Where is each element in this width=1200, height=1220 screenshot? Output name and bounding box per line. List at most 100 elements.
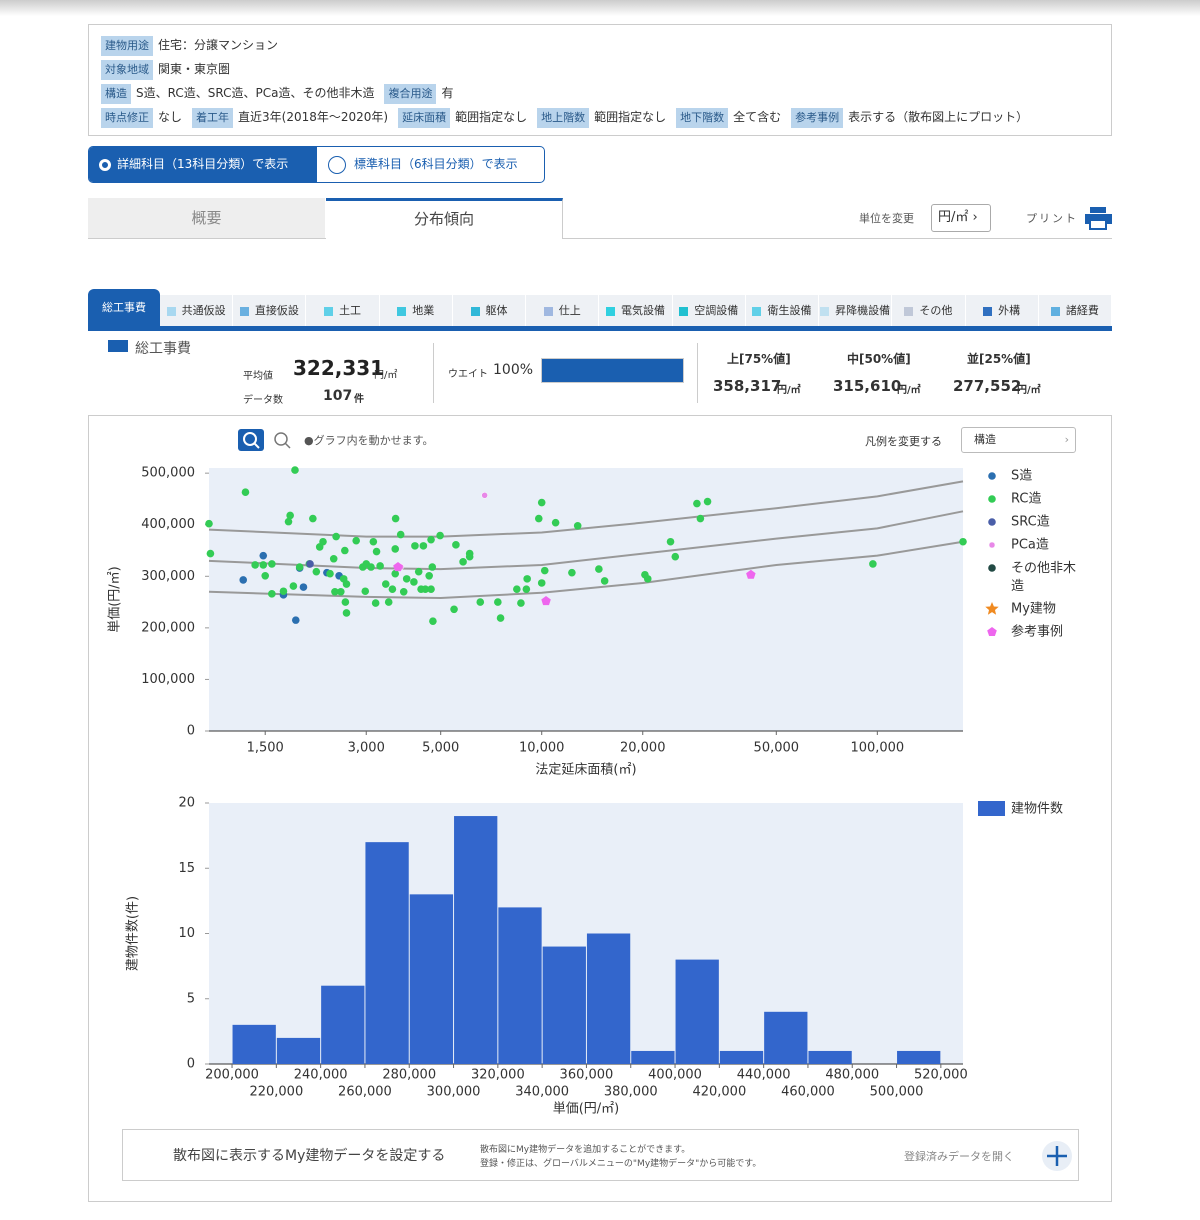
cost-tab-swatch xyxy=(1050,306,1060,316)
tab[interactable]: 概要 xyxy=(88,198,325,239)
cost-tab[interactable]: 空調設備 xyxy=(672,295,745,326)
cost-tab-label: 共通仮設 xyxy=(181,304,226,317)
legend-marker xyxy=(988,541,996,549)
cost-tab-swatch xyxy=(904,306,914,316)
cost-tab-active[interactable]: 総工事費 xyxy=(88,289,160,326)
point xyxy=(746,569,756,579)
print-label[interactable]: プリント xyxy=(1026,212,1078,225)
x-tick-label: 520,000 xyxy=(914,1068,968,1083)
x-tick-label: 400,000 xyxy=(648,1068,702,1083)
filter-value: S造、RC造、SRC造、PCa造、その他非木造 xyxy=(136,86,375,100)
point xyxy=(371,599,380,607)
x-tick-label: 380,000 xyxy=(604,1085,658,1100)
trend-line xyxy=(208,540,964,599)
legend-label: 建物件数 xyxy=(1011,802,1063,817)
cost-tab-swatch xyxy=(679,306,689,316)
point xyxy=(205,519,213,528)
point xyxy=(411,542,419,550)
add-button[interactable] xyxy=(1041,1140,1073,1172)
y-tick-label: 300,000 xyxy=(141,569,195,584)
toggle-standard[interactable]: 標準科目（6科目分類）で表示 xyxy=(318,147,544,182)
zoom-icons[interactable] xyxy=(238,429,298,451)
x-axis-label: 法定延床面積(㎡) xyxy=(535,763,636,778)
quantile-value: 315,610 xyxy=(833,377,902,395)
unit-value: 円/㎡ xyxy=(938,210,969,225)
point xyxy=(261,571,270,580)
cost-tab[interactable]: 土工 xyxy=(306,295,379,326)
x-tick-label: 1,500 xyxy=(247,741,284,756)
cost-tab[interactable]: 地業 xyxy=(379,295,452,326)
point xyxy=(399,587,408,596)
plot-area xyxy=(209,468,963,731)
point xyxy=(696,514,705,523)
unit-select[interactable]: 円/㎡ › xyxy=(931,204,991,232)
toggle-detail[interactable]: 詳細科目（13科目分類）で表示 xyxy=(89,147,317,182)
cost-tab-swatch xyxy=(820,306,830,316)
point xyxy=(693,499,701,508)
point xyxy=(376,562,384,570)
y-tick-label: 100,000 xyxy=(141,672,195,687)
cost-tab[interactable]: その他 xyxy=(892,295,965,326)
x-tick-label: 340,000 xyxy=(515,1085,569,1100)
tab-active[interactable]: 分布傾向 xyxy=(326,198,563,239)
cost-tab-swatch xyxy=(605,306,615,316)
filter-tag: 対象地域 xyxy=(101,60,153,80)
bar xyxy=(586,933,631,1064)
point xyxy=(391,569,400,578)
point xyxy=(369,537,378,546)
y-tick-label: 5 xyxy=(187,991,195,1006)
cost-tab[interactable]: 躯体 xyxy=(452,295,526,326)
point xyxy=(391,545,400,553)
cost-tab[interactable]: 諸経費 xyxy=(1038,295,1111,326)
top-shadow xyxy=(0,0,1200,16)
weight-label: ウエイト xyxy=(448,369,488,380)
legend-marker xyxy=(988,564,996,572)
point xyxy=(241,488,250,497)
cost-tab[interactable]: 仕上 xyxy=(526,295,599,326)
cost-tab-swatch xyxy=(397,306,407,316)
point xyxy=(427,535,435,544)
cost-tab[interactable]: 昇降機設備 xyxy=(819,295,892,326)
cost-tab-swatch xyxy=(324,306,334,316)
cost-tab[interactable]: 衛生設備 xyxy=(745,295,819,326)
filter-row: 時点修正 なし 着工年 直近3年(2018年～2020年) 延床面積 範囲指定なし 地上階数… xyxy=(101,107,1038,128)
filter-tag: 複合用途 xyxy=(384,84,437,104)
point xyxy=(568,568,576,577)
point xyxy=(329,554,338,563)
point xyxy=(381,580,390,588)
weight-bar xyxy=(542,359,683,382)
y-tick-label: 15 xyxy=(178,861,195,876)
point xyxy=(421,585,430,593)
legend-select[interactable]: 構造 › xyxy=(961,427,1076,453)
point xyxy=(537,498,546,507)
point xyxy=(573,521,582,530)
point xyxy=(425,571,433,580)
toggle: 詳細科目（13科目分類）で表示 標準科目（6科目分類）で表示 xyxy=(88,146,545,183)
cost-tab-label: 総工事費 xyxy=(102,301,146,314)
open-link[interactable]: 登録済みデータを開く xyxy=(904,1150,1014,1163)
legend-label: SRC造 xyxy=(1011,515,1050,530)
cost-tab[interactable]: 電気設備 xyxy=(599,295,672,326)
my-building-box: 散布図に表示するMy建物データを設定する 散布図にMy建物データを追加することが… xyxy=(122,1129,1079,1181)
point xyxy=(481,492,488,499)
printer-icon[interactable] xyxy=(1084,206,1114,230)
cost-tab-label: 諸経費 xyxy=(1065,304,1099,317)
point xyxy=(523,575,531,583)
count-label: データ数 xyxy=(243,395,283,406)
x-tick-label: 220,000 xyxy=(249,1085,303,1100)
bar xyxy=(631,1050,675,1064)
cost-tab[interactable]: 外構 xyxy=(965,295,1038,326)
cost-tab[interactable]: 直接仮設 xyxy=(233,295,306,326)
cost-tab-swatch xyxy=(470,306,480,316)
count-unit: 件 xyxy=(354,394,364,405)
point xyxy=(494,598,502,606)
bar xyxy=(897,1050,941,1064)
point xyxy=(341,598,350,606)
point xyxy=(295,563,304,571)
x-tick-label: 20,000 xyxy=(620,741,666,756)
cost-tab-swatch xyxy=(983,306,993,316)
cost-tab[interactable]: 共通仮設 xyxy=(160,295,233,326)
bar xyxy=(719,1050,764,1064)
legend-marker xyxy=(988,518,996,526)
